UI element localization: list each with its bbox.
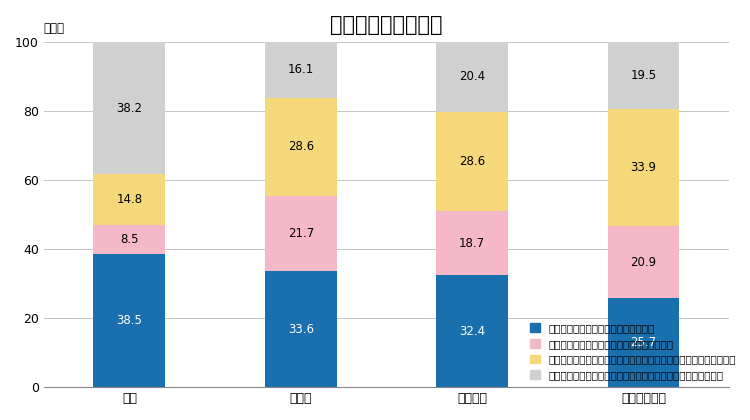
Text: 25.7: 25.7 (631, 336, 656, 349)
Bar (608, 109, 680, 226)
Bar (265, 98, 337, 196)
Bar (436, 276, 508, 387)
Legend: 内部（社内）から登用される方が多い, 外部（社外）から任用・採用される方が多い, 内部（社内）からも外部（社外）からもあるが、割合はわからない, どのように起用: 内部（社内）から登用される方が多い, 外部（社外）から任用・採用される方が多い,… (530, 323, 736, 380)
Text: 32.4: 32.4 (459, 325, 485, 338)
Text: 8.5: 8.5 (120, 233, 139, 246)
Text: 38.2: 38.2 (116, 102, 142, 115)
Text: 38.5: 38.5 (116, 314, 142, 327)
Bar (608, 299, 680, 387)
Bar (265, 271, 337, 387)
Bar (436, 112, 508, 211)
Bar (608, 42, 680, 109)
Text: 14.8: 14.8 (116, 193, 142, 206)
Bar (94, 225, 166, 254)
Bar (94, 254, 166, 387)
Text: 21.7: 21.7 (288, 227, 314, 240)
Text: 18.7: 18.7 (459, 236, 485, 249)
Text: 28.6: 28.6 (459, 155, 485, 168)
Bar (265, 42, 337, 98)
Bar (94, 42, 166, 174)
Bar (94, 174, 166, 225)
Text: 33.9: 33.9 (631, 161, 656, 174)
Bar (436, 42, 508, 112)
Title: 執行役員の登用方法: 執行役員の登用方法 (330, 15, 442, 35)
Text: 33.6: 33.6 (288, 323, 314, 336)
Text: 20.9: 20.9 (631, 256, 656, 269)
Text: 28.6: 28.6 (288, 141, 314, 153)
Bar (436, 211, 508, 276)
Bar (608, 226, 680, 299)
Text: 19.5: 19.5 (631, 69, 656, 82)
Text: 20.4: 20.4 (459, 71, 485, 84)
Text: （％）: （％） (44, 22, 64, 35)
Text: 16.1: 16.1 (288, 63, 314, 76)
Bar (265, 196, 337, 271)
